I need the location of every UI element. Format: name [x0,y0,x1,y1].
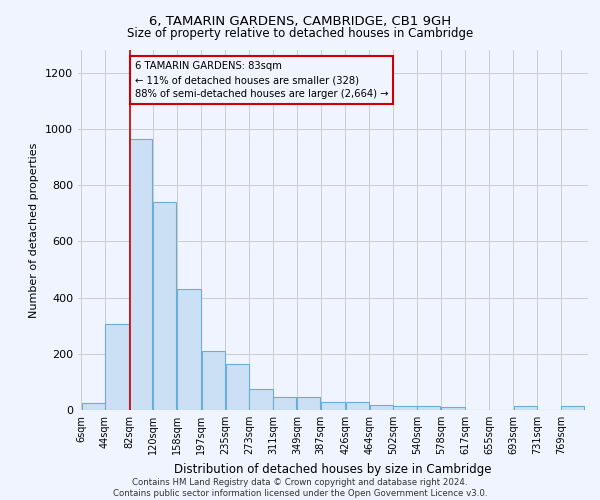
Text: Size of property relative to detached houses in Cambridge: Size of property relative to detached ho… [127,28,473,40]
Bar [418,406,440,410]
Bar [274,396,296,410]
Bar [177,289,201,410]
Bar [297,396,320,410]
Text: 6, TAMARIN GARDENS, CAMBRIDGE, CB1 9GH: 6, TAMARIN GARDENS, CAMBRIDGE, CB1 9GH [149,15,451,28]
Bar [202,351,225,410]
Bar [226,364,248,410]
Text: Contains HM Land Registry data © Crown copyright and database right 2024.
Contai: Contains HM Land Registry data © Crown c… [113,478,487,498]
Bar [153,202,176,410]
Bar [562,406,584,410]
Bar [370,405,392,410]
Bar [321,402,345,410]
Y-axis label: Number of detached properties: Number of detached properties [29,142,40,318]
Bar [441,406,465,410]
Bar [250,389,272,410]
Bar [394,406,416,410]
Bar [129,138,152,410]
X-axis label: Distribution of detached houses by size in Cambridge: Distribution of detached houses by size … [174,462,492,475]
Text: 6 TAMARIN GARDENS: 83sqm
← 11% of detached houses are smaller (328)
88% of semi-: 6 TAMARIN GARDENS: 83sqm ← 11% of detach… [134,62,388,100]
Bar [82,403,104,410]
Bar [346,402,369,410]
Bar [106,324,128,410]
Bar [514,406,537,410]
